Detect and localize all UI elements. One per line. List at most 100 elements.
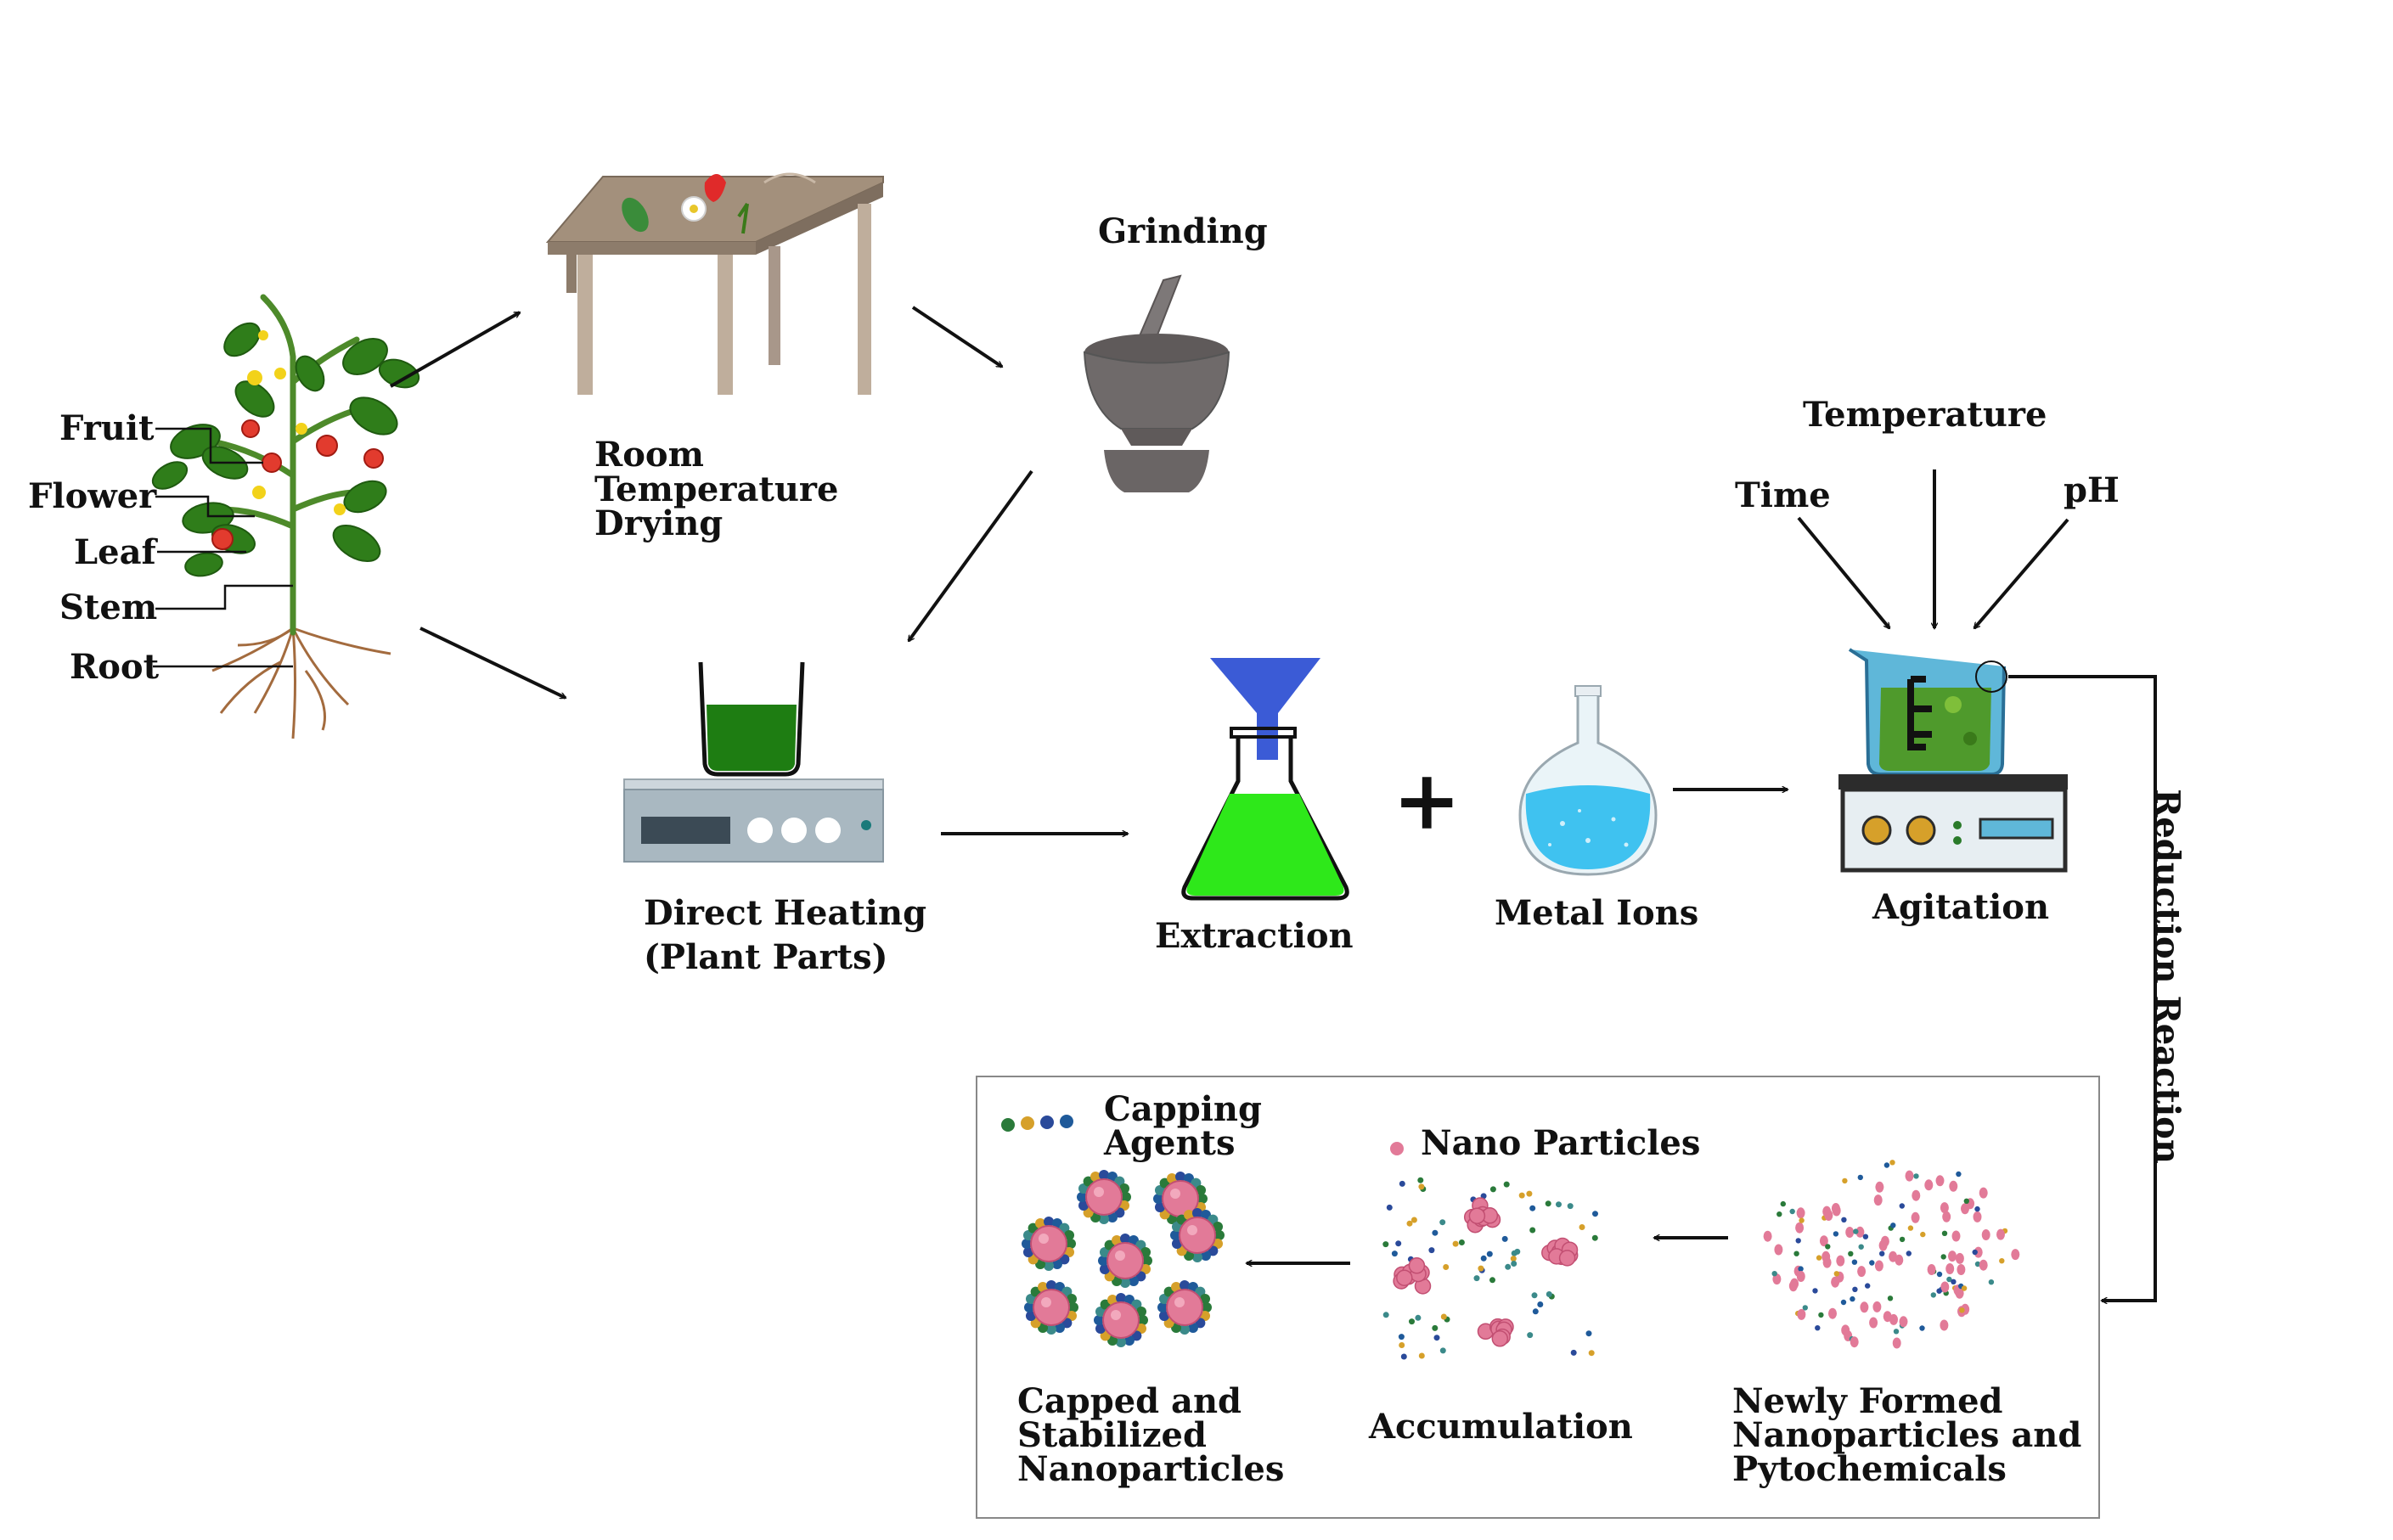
newly-particle [1951, 1279, 1957, 1285]
newly-particle [1999, 1258, 2005, 1264]
newly-particle [1818, 1312, 1824, 1318]
accum-dot [1529, 1227, 1536, 1234]
accum-dot [1400, 1353, 1407, 1360]
newly-particle [1920, 1231, 1926, 1238]
newly-particle [1831, 1276, 1840, 1288]
accum-dot [1579, 1224, 1585, 1230]
label-accumulation: Accumulation [1369, 1407, 1633, 1447]
label-ph: pH [2064, 470, 2120, 510]
newly-particle [1776, 1211, 1782, 1217]
newly-particle [1796, 1271, 1805, 1282]
newly-particle [1961, 1285, 1968, 1291]
capped-particle [1094, 1293, 1148, 1347]
newly-particle [1979, 1187, 1988, 1199]
newly-particle [1857, 1266, 1867, 1278]
newly-particle [1974, 1206, 1980, 1212]
accum-dot [1433, 1335, 1440, 1341]
accum-dot [1415, 1314, 1422, 1321]
newly-particle [1979, 1259, 1988, 1271]
newly-particle [1955, 1252, 1964, 1264]
newly-particle [1802, 1305, 1808, 1311]
accum-cluster [1463, 1197, 1501, 1234]
accum-dot [1443, 1264, 1450, 1270]
accum-dot [1511, 1261, 1517, 1267]
newly-particle [1988, 1279, 1995, 1285]
newly-particle [1911, 1211, 1920, 1223]
mortar-pestle-icon [1083, 274, 1230, 492]
results-box [976, 1076, 2100, 1519]
label-capped-line3: Nanoparticles [1017, 1449, 1285, 1489]
newly-particle [1873, 1194, 1883, 1206]
newly-particle [1840, 1299, 1847, 1306]
arrow-drying-to-grinding [911, 306, 1002, 368]
newly-particle [1842, 1177, 1848, 1184]
newly-particle [1857, 1174, 1863, 1181]
newly-particle [1941, 1230, 1948, 1237]
accum-dot [1399, 1180, 1405, 1187]
label-root: Root [70, 647, 160, 687]
newly-particle [1940, 1202, 1949, 1214]
plant-icon [151, 294, 420, 739]
accum-dot [1382, 1241, 1389, 1248]
newly-particle [1887, 1296, 1894, 1301]
label-newly-line1: Newly Formed [1732, 1381, 2003, 1421]
accum-dot [1591, 1234, 1598, 1241]
newly-particle [1798, 1266, 1804, 1272]
accum-dot [1398, 1334, 1405, 1340]
newly-particle [1788, 1280, 1798, 1292]
newly-particle [1936, 1271, 1943, 1278]
label-metal-ions: Metal Ions [1495, 893, 1699, 933]
label-leaf: Leaf [74, 532, 156, 572]
newly-particle [1880, 1235, 1889, 1247]
accum-dot [1514, 1248, 1521, 1255]
newly-particle [1833, 1271, 1839, 1277]
accum-dot [1399, 1342, 1405, 1348]
newly-particle [1940, 1254, 1946, 1260]
metal-ions-flask-icon [1518, 685, 1658, 876]
label-drying-line1: Room [594, 435, 704, 475]
plus-sign: + [1393, 752, 1461, 848]
accum-dot [1592, 1211, 1598, 1217]
capping-agents-icon [1001, 1115, 1073, 1132]
newly-particle [1905, 1170, 1914, 1182]
newly-particle [1956, 1171, 1962, 1177]
newly-particle [1799, 1217, 1805, 1223]
newly-particle [1883, 1162, 1890, 1168]
newly-particle [1893, 1329, 1900, 1335]
accum-dot [1452, 1240, 1459, 1247]
newly-particle [1793, 1251, 1799, 1256]
newly-particle [1906, 1251, 1912, 1256]
newly-particle [1940, 1319, 1949, 1331]
label-drying-line3: Drying [594, 503, 724, 543]
accum-dot [1526, 1190, 1533, 1197]
accum-dot [1440, 1313, 1447, 1320]
label-time: Time [1735, 475, 1831, 515]
newly-particle [1899, 1203, 1905, 1209]
newly-particle [1771, 1271, 1777, 1277]
newly-particle [1869, 1317, 1878, 1329]
newly-particle [1946, 1276, 1952, 1283]
newly-particle [1913, 1173, 1919, 1179]
accum-dot [1537, 1301, 1544, 1307]
label-grinding: Grinding [1098, 211, 1268, 251]
newly-particle [1822, 1256, 1832, 1268]
accum-dot [1478, 1265, 1484, 1272]
accum-dot [1406, 1220, 1413, 1227]
label-reduction-reaction: Reduction Reaction [2147, 789, 2187, 1164]
agitation-stirrer-icon [1838, 648, 2068, 873]
capped-particle [1098, 1234, 1152, 1288]
newly-particle [1774, 1244, 1783, 1256]
accum-dot [1545, 1200, 1551, 1207]
newly-particle [1973, 1211, 1982, 1222]
capped-particle [1077, 1170, 1131, 1224]
newly-particle [1959, 1307, 1965, 1313]
newly-particle [1890, 1222, 1896, 1228]
newly-particle [1951, 1230, 1961, 1242]
newly-particle [1780, 1200, 1786, 1207]
newly-particle [1795, 1222, 1805, 1234]
newly-particle [1795, 1238, 1801, 1244]
newly-particle [1974, 1246, 1983, 1258]
accum-dot [1532, 1308, 1539, 1315]
newly-particle [1936, 1288, 1942, 1294]
newly-particle [1948, 1251, 1957, 1262]
